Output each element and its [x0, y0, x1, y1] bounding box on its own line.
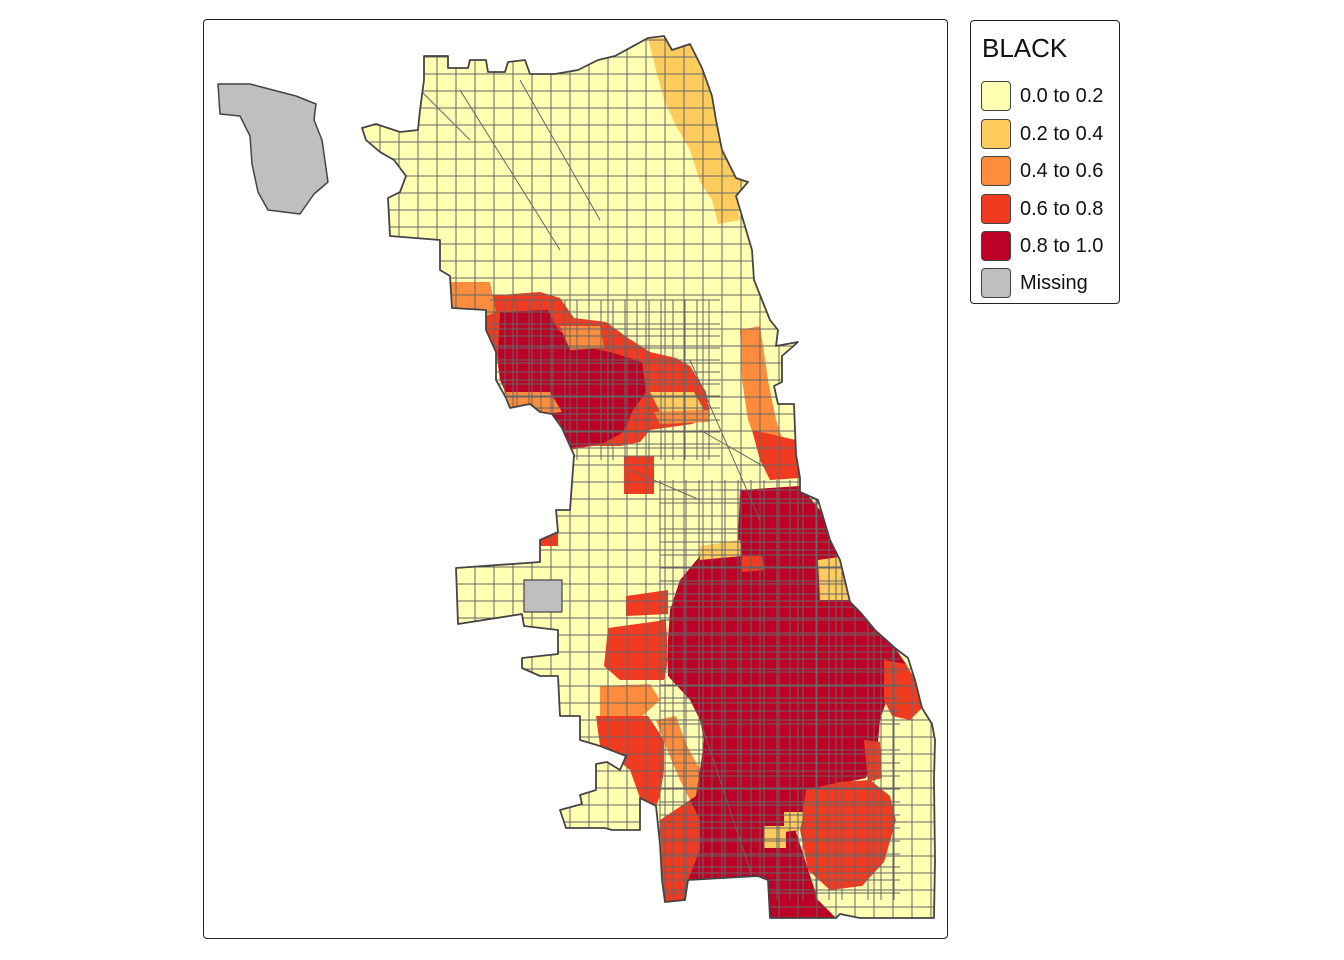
region-southwest-band-2 — [600, 684, 660, 720]
region-west-side-edge-ne — [560, 326, 604, 350]
legend-label: 0.6 to 0.8 — [1020, 197, 1104, 220]
tract-line — [459, 89, 561, 251]
legend-label: 0.2 to 0.4 — [1020, 122, 1104, 145]
region-southwest-band — [604, 620, 668, 680]
city-boundary — [361, 35, 936, 919]
legend-item-0-2-to-0-4: 0.2 to 0.4 — [981, 118, 1103, 150]
legend-item-0-0-to-0-2: 0.0 to 0.2 — [981, 80, 1103, 112]
missing-tract-central — [523, 579, 563, 613]
legend-label: 0.0 to 0.2 — [1020, 84, 1104, 107]
region-far-southeast — [860, 720, 935, 918]
legend-item-0-4-to-0-6: 0.4 to 0.6 — [981, 155, 1103, 187]
region-nw-corridor — [648, 38, 744, 224]
region-central-patch — [624, 456, 654, 494]
legend-label: 0.4 to 0.6 — [1020, 159, 1104, 182]
legend-item-0-6-to-0-8: 0.6 to 0.8 — [981, 193, 1103, 225]
map-legend: BLACK 0.0 to 0.2 0.2 to 0.4 0.4 to 0.6 0… — [970, 20, 1120, 304]
region-mid-east-patch — [742, 556, 764, 572]
region-lakefront-mid — [752, 430, 800, 480]
region-south-west-mid — [626, 590, 668, 616]
region-southwest-band-3 — [596, 716, 664, 806]
region-west-side-edge-nw — [448, 282, 496, 318]
legend-item-missing: Missing — [981, 267, 1088, 299]
legend-swatch — [981, 194, 1011, 224]
legend-swatch — [981, 119, 1011, 149]
tract-line — [699, 429, 771, 471]
legend-title: BLACK — [982, 33, 1068, 63]
legend-item-0-8-to-1-0: 0.8 to 1.0 — [981, 230, 1103, 262]
city-outline — [217, 35, 936, 919]
region-central-pocket — [654, 410, 710, 424]
legend-swatch — [981, 81, 1011, 111]
tract-line — [519, 79, 601, 221]
legend-swatch — [981, 156, 1011, 186]
region-small-patch-a — [764, 826, 786, 848]
legend-swatch — [981, 268, 1011, 298]
tract-line — [689, 359, 761, 521]
region-southeast-large — [800, 780, 896, 890]
legend-label: Missing — [1020, 271, 1088, 294]
tract-line — [699, 719, 761, 901]
legend-label: 0.8 to 1.0 — [1020, 234, 1104, 257]
region-far-south-west — [660, 800, 700, 902]
legend-swatch — [981, 231, 1011, 261]
tract-line — [419, 89, 471, 141]
tract-line — [629, 469, 701, 501]
missing-tract-northwest — [217, 83, 329, 215]
